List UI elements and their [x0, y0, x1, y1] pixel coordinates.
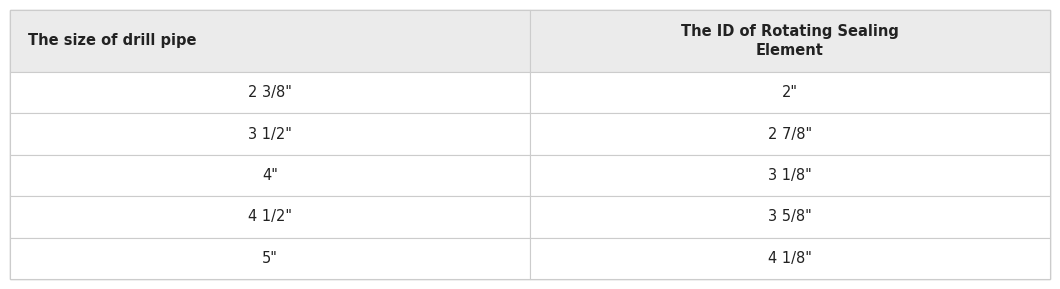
Bar	[10, 196, 530, 238]
Bar	[530, 10, 1050, 72]
Text: 2 3/8": 2 3/8"	[248, 85, 292, 100]
Text: 4 1/2": 4 1/2"	[248, 210, 292, 224]
Text: The ID of Rotating Sealing
Element: The ID of Rotating Sealing Element	[682, 24, 899, 58]
Bar	[10, 10, 530, 72]
Bar	[530, 155, 1050, 196]
Bar	[530, 72, 1050, 113]
Text: 3 1/2": 3 1/2"	[248, 127, 292, 142]
Bar	[530, 113, 1050, 155]
Bar	[530, 238, 1050, 279]
Bar	[10, 238, 530, 279]
Bar	[10, 155, 530, 196]
Text: 2 7/8": 2 7/8"	[767, 127, 812, 142]
Text: 3 1/8": 3 1/8"	[768, 168, 812, 183]
Text: 2": 2"	[782, 85, 798, 100]
Bar	[10, 113, 530, 155]
Text: 4 1/8": 4 1/8"	[768, 251, 812, 266]
Text: 5": 5"	[262, 251, 278, 266]
Text: The size of drill pipe: The size of drill pipe	[28, 34, 196, 49]
Bar	[530, 196, 1050, 238]
Text: 3 5/8": 3 5/8"	[768, 210, 812, 224]
Bar	[10, 72, 530, 113]
Text: 4": 4"	[262, 168, 278, 183]
